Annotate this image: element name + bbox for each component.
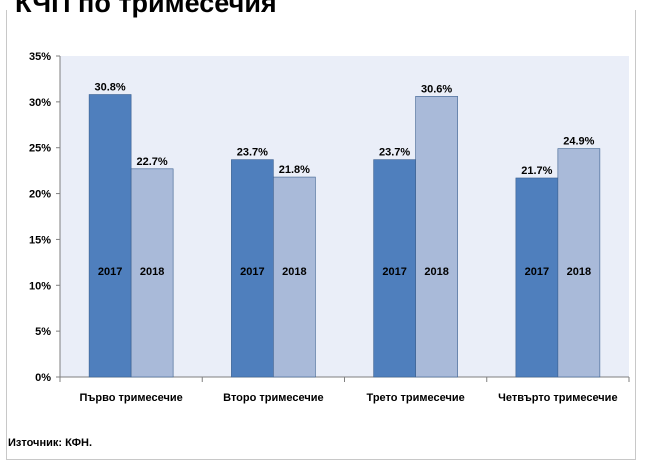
x-tick-label: Второ тримесечие bbox=[223, 392, 323, 404]
bar-series-label: 2018 bbox=[140, 266, 164, 278]
bar-value-label: 23.7% bbox=[237, 147, 268, 159]
x-tick-label: Първо тримесечие bbox=[80, 392, 183, 404]
bar-value-label: 21.8% bbox=[279, 164, 310, 176]
bar-series-label: 2018 bbox=[282, 266, 306, 278]
chart-frame: КЧП по тримесечия bbox=[6, 0, 636, 460]
bar-series-label: 2017 bbox=[382, 266, 406, 278]
bar-value-label: 30.8% bbox=[95, 82, 126, 94]
bar-value-label: 21.7% bbox=[521, 165, 552, 177]
bar bbox=[557, 148, 601, 378]
bar-value-label: 24.9% bbox=[563, 136, 594, 148]
bar-series-label: 2017 bbox=[240, 266, 264, 278]
bar-value-label: 30.6% bbox=[421, 83, 452, 95]
y-tick-label: 0% bbox=[35, 372, 51, 384]
bar-value-label: 23.7% bbox=[379, 147, 410, 159]
bar bbox=[515, 177, 559, 378]
x-tick-label: Трето тримесечие bbox=[367, 392, 465, 404]
y-tick-label: 20% bbox=[29, 189, 51, 201]
bar-series-label: 2018 bbox=[567, 266, 591, 278]
bar-value-label: 22.7% bbox=[137, 156, 168, 168]
bar-series-label: 2017 bbox=[525, 266, 549, 278]
y-tick-label: 10% bbox=[29, 280, 51, 292]
bar bbox=[88, 94, 132, 378]
bar bbox=[373, 159, 416, 378]
source-note: Източник: КФН. bbox=[8, 437, 93, 449]
bar bbox=[273, 176, 316, 378]
page-title: КЧП по тримесечия bbox=[15, 0, 277, 18]
y-tick-label: 15% bbox=[29, 234, 51, 246]
y-tick-label: 5% bbox=[35, 326, 51, 338]
y-tick-label: 25% bbox=[29, 143, 51, 155]
bar bbox=[415, 96, 458, 378]
bar-series-label: 2017 bbox=[98, 266, 122, 278]
bar-series-label: 2018 bbox=[424, 266, 448, 278]
x-tick-label: Четвърто тримесечие bbox=[498, 392, 617, 404]
bar bbox=[130, 168, 174, 378]
y-tick-label: 30% bbox=[29, 97, 51, 109]
y-tick-label: 35% bbox=[29, 51, 51, 63]
bar bbox=[231, 159, 274, 378]
